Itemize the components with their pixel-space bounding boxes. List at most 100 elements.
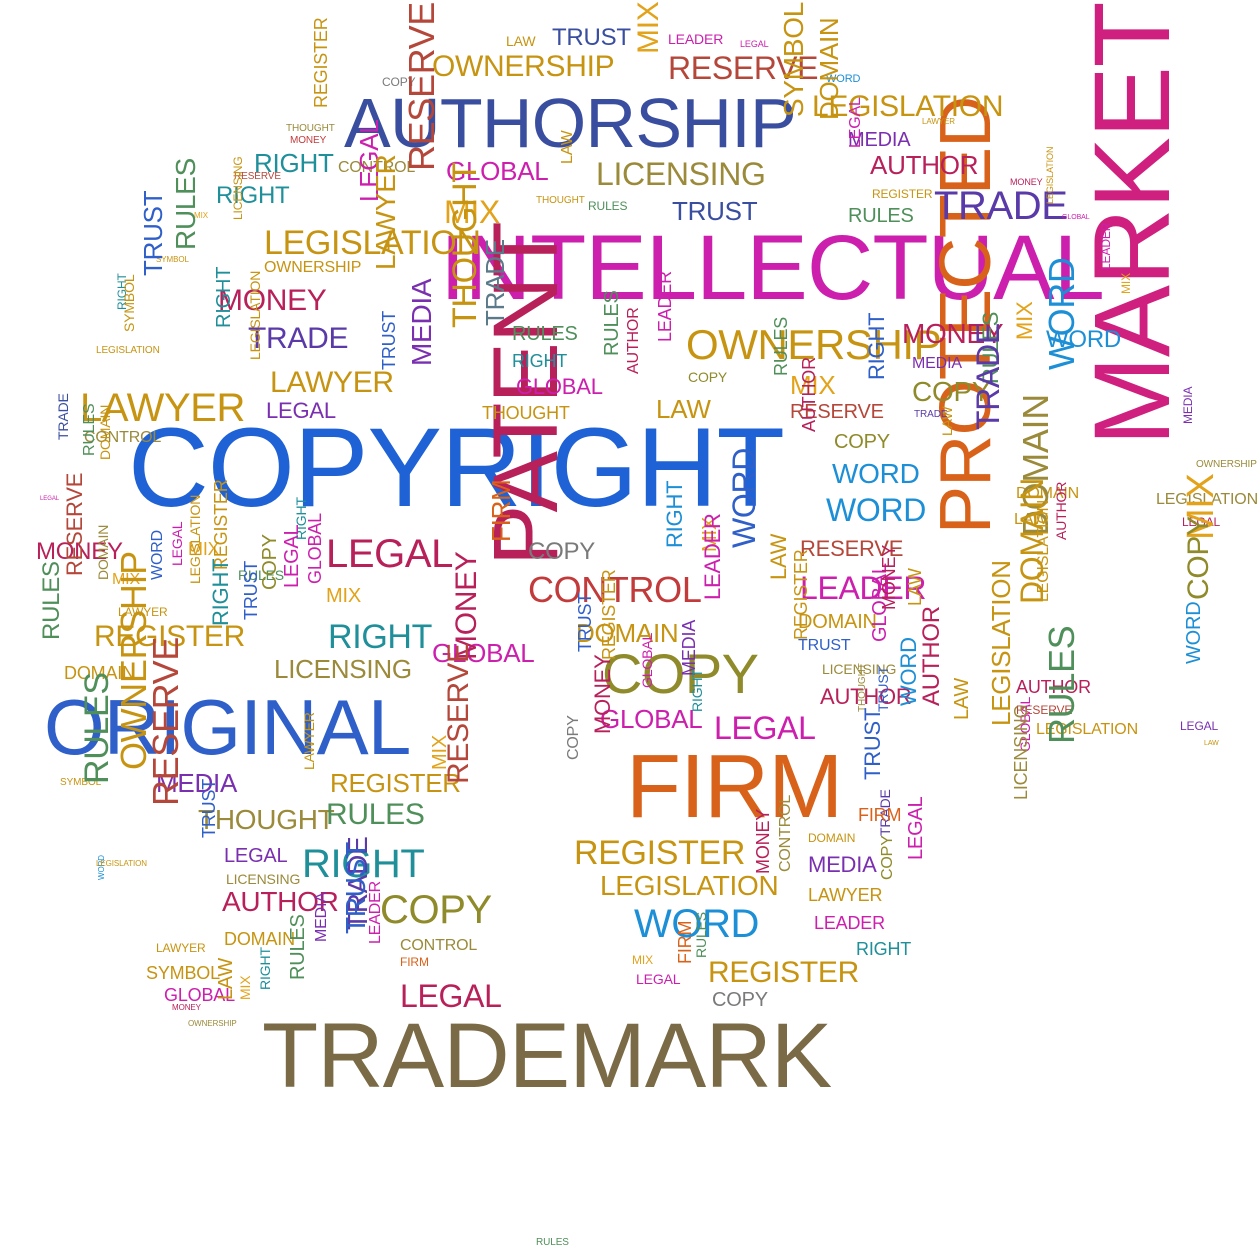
cloud-word: LEGAL	[1180, 719, 1219, 733]
cloud-word: COPY	[1182, 516, 1215, 600]
cloud-word: MIX	[1119, 273, 1133, 294]
cloud-word: THOUGHT	[446, 162, 484, 328]
cloud-word: CONTROL	[777, 794, 794, 872]
cloud-word: RIGHT	[213, 266, 235, 328]
cloud-word: RESERVE	[145, 637, 186, 806]
cloud-word: GLOBAL	[446, 156, 549, 186]
cloud-word: LEGISLATION	[187, 494, 203, 584]
cloud-word: LEGAL	[905, 796, 927, 860]
cloud-word: TRUST	[138, 190, 168, 276]
cloud-word: THOUGHT	[536, 195, 585, 206]
cloud-word: RIGHT	[864, 312, 889, 380]
cloud-word: REGISTER	[599, 569, 619, 660]
cloud-word: COPY	[382, 75, 416, 89]
cloud-word: RIGHT	[328, 618, 433, 656]
cloud-word: LEGAL	[740, 39, 769, 49]
cloud-word: LAWYER	[156, 941, 206, 955]
cloud-word: SYMBOL	[146, 963, 220, 983]
cloud-word: LICENSING	[231, 156, 245, 220]
cloud-word: RIGHT	[662, 480, 687, 548]
cloud-word: RESERVE	[668, 50, 819, 86]
cloud-word: LEGISLATION	[96, 345, 160, 356]
cloud-word: LAWYER	[370, 154, 401, 270]
cloud-word: RESERVE	[401, 2, 442, 171]
cloud-word: REGISTER	[708, 956, 859, 989]
cloud-word: TRUST	[875, 666, 891, 712]
cloud-word: COPYRIGHT	[128, 405, 785, 530]
cloud-word: COPY	[912, 376, 991, 407]
cloud-word: LEGISLATION	[264, 224, 481, 262]
cloud-word: LEADER	[1099, 222, 1113, 270]
cloud-word: MEDIA	[848, 129, 911, 151]
cloud-word: WORD	[1041, 257, 1082, 370]
cloud-word: SYMBOL	[60, 777, 102, 788]
cloud-word: TRADE	[970, 323, 1006, 430]
cloud-word: LAW	[559, 130, 576, 164]
cloud-word: RULES	[588, 199, 628, 213]
cloud-word: MEDIA	[406, 278, 437, 366]
cloud-word: TRUST	[672, 196, 758, 226]
cloud-word: WORD	[634, 902, 760, 946]
cloud-word: AUTHOR	[1053, 481, 1069, 540]
cloud-word: TRUST	[340, 842, 371, 934]
cloud-word: RULES	[693, 912, 709, 958]
cloud-word: LAW	[506, 33, 536, 49]
cloud-word: RULES	[771, 316, 791, 376]
cloud-word: RULES	[238, 567, 284, 583]
cloud-word: RIGHT	[208, 558, 233, 626]
cloud-word: MIX	[1012, 301, 1037, 340]
cloud-word: COPY	[528, 538, 596, 565]
cloud-word: WORD	[832, 458, 920, 489]
cloud-word: LICENSING	[1011, 704, 1031, 800]
cloud-word: TRUST	[379, 310, 399, 370]
cloud-word: MIX	[188, 539, 220, 559]
cloud-word: RULES	[326, 798, 425, 831]
cloud-word: MONEY	[172, 1003, 201, 1012]
cloud-word: REGISTER	[211, 479, 231, 570]
cloud-word: MONEY	[36, 538, 123, 565]
cloud-word: MIX	[632, 953, 653, 967]
cloud-word: AUTHOR	[918, 606, 945, 706]
cloud-word: LEADER	[800, 570, 927, 606]
cloud-word: LAWYER	[118, 605, 168, 619]
cloud-word: LEGAL	[847, 97, 864, 148]
cloud-word: THOUGHT	[857, 663, 868, 712]
cloud-word: MONEY	[753, 808, 773, 874]
cloud-word: LEGISLATION	[1035, 500, 1052, 602]
cloud-word: SYMBOL	[156, 255, 189, 264]
cloud-word: WORD	[896, 637, 921, 706]
cloud-word: DOMAIN	[95, 524, 111, 580]
cloud-word: DOMAIN	[224, 929, 295, 949]
cloud-word: RULES	[170, 158, 201, 250]
cloud-word: LEGAL	[1182, 515, 1221, 529]
cloud-word: RESERVE	[442, 643, 475, 784]
cloud-word: GLOBAL	[305, 513, 325, 584]
cloud-word: LEGISLATION	[96, 859, 147, 868]
cloud-word: AUTHORSHIP	[344, 84, 797, 162]
cloud-word: LEGISLATION	[1036, 721, 1138, 738]
cloud-word: LEGAL	[400, 978, 502, 1014]
cloud-word: MEDIA	[912, 355, 962, 372]
cloud-word: RESERVE	[800, 536, 904, 561]
cloud-word: DOMAIN	[798, 611, 877, 633]
cloud-word: CONTROL	[338, 159, 416, 176]
cloud-word: LEGISLATION	[1045, 146, 1055, 204]
cloud-word: OWNERSHIP	[188, 1019, 237, 1028]
cloud-word: WORD	[826, 492, 927, 528]
cloud-word: RESERVE	[790, 401, 884, 423]
cloud-word: LEADER	[700, 513, 725, 600]
cloud-word: LEGISLATION	[247, 270, 263, 360]
cloud-word: RIGHT	[856, 939, 912, 959]
cloud-word: SYMBOL	[778, 2, 809, 118]
cloud-word: TRUST	[552, 24, 631, 51]
cloud-word: RIGHT	[302, 842, 425, 886]
cloud-word: COPY	[259, 534, 281, 590]
cloud-word: MEDIA	[156, 768, 238, 798]
cloud-word: REGISTER	[872, 187, 933, 201]
cloud-word: LEADER	[668, 31, 724, 47]
cloud-word: TRUST	[798, 637, 851, 654]
cloud-word: GLOBAL	[164, 985, 235, 1005]
cloud-word: COPY	[380, 888, 492, 932]
cloud-word: COPY	[602, 642, 759, 705]
cloud-word: RULES	[38, 561, 65, 640]
